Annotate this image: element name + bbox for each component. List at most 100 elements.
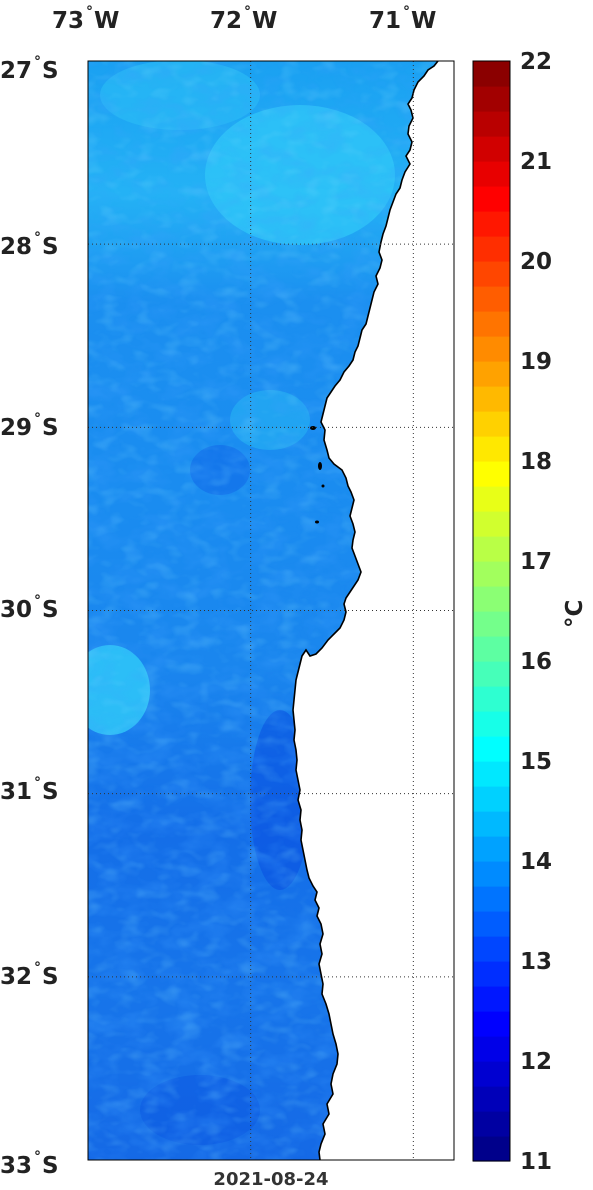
colorbar-level: [473, 1086, 510, 1112]
colorbar-tick-16: 16: [520, 649, 553, 675]
colorbar-level: [473, 61, 510, 87]
lon-value: 73: [52, 8, 85, 34]
colorbar-tick-21: 21: [520, 149, 553, 175]
colorbar-level: [473, 761, 510, 787]
lat-label-30s: 30 °S: [0, 593, 59, 623]
degree-symbol: °: [34, 230, 42, 246]
colorbar-level: [473, 611, 510, 637]
lat-hemisphere: S: [42, 964, 59, 990]
lat-value: 27: [0, 58, 33, 84]
colorbar-level: [473, 1061, 510, 1087]
colorbar-level: [473, 1011, 510, 1037]
colorbar-level: [473, 511, 510, 537]
colorbar-level: [473, 461, 510, 487]
lon-label-71w: 71 °W: [369, 4, 436, 34]
degree-symbol: °: [34, 593, 42, 609]
lat-hemisphere: S: [42, 58, 59, 84]
colorbar-level: [473, 811, 510, 837]
degree-symbol: °: [34, 1149, 42, 1165]
colorbar-level: [473, 586, 510, 612]
colorbar-level: [473, 411, 510, 437]
colorbar-level: [473, 711, 510, 737]
colorbar-level: [473, 636, 510, 662]
date-label: 2021-08-24: [213, 1169, 329, 1190]
lat-value: 29: [0, 415, 33, 441]
colorbar-tick-12: 12: [520, 1049, 553, 1075]
degree-symbol: °: [86, 4, 94, 20]
colorbar-level: [473, 161, 510, 187]
islands: [310, 426, 325, 524]
colorbar-level: [473, 961, 510, 987]
lat-value: 30: [0, 597, 33, 623]
map-frame: [87, 60, 455, 1161]
lat-hemisphere: S: [42, 1153, 59, 1179]
lon-label-73w: 73 °W: [52, 4, 119, 34]
lat-hemisphere: S: [42, 597, 59, 623]
colorbar-level: [473, 986, 510, 1012]
degree-symbol: °: [34, 54, 42, 70]
colorbar-level: [473, 261, 510, 287]
lon-label-72w: 72 °W: [210, 4, 277, 34]
colorbar-level: [473, 436, 510, 462]
colorbar-level: [473, 686, 510, 712]
colorbar-tick-20: 20: [520, 249, 553, 275]
colorbar-level: [473, 211, 510, 237]
colorbar-level: [473, 136, 510, 162]
colorbar-level: [473, 661, 510, 687]
colorbar: [473, 61, 510, 1162]
colorbar-level: [473, 561, 510, 587]
lat-value: 28: [0, 234, 33, 260]
degree-symbol: °: [34, 411, 42, 427]
colorbar-tick-18: 18: [520, 449, 553, 475]
colorbar-tick-22: 22: [520, 49, 553, 75]
colorbar-tick-19: 19: [520, 349, 553, 375]
colorbar-level: [473, 361, 510, 387]
colorbar-level: [473, 286, 510, 312]
lon-hemisphere: W: [411, 8, 437, 34]
lat-label-33s: 33 °S: [0, 1149, 59, 1179]
colorbar-level: [473, 111, 510, 137]
colorbar-level: [473, 386, 510, 412]
degree-symbol: °: [34, 960, 42, 976]
colorbar-frame: [472, 60, 511, 1162]
degree-symbol: °: [244, 4, 252, 20]
coastline: [292, 60, 439, 1161]
colorbar-level: [473, 911, 510, 937]
colorbar-tick-11: 11: [520, 1149, 553, 1175]
colorbar-level: [473, 736, 510, 762]
colorbar-level: [473, 936, 510, 962]
colorbar-tick-13: 13: [520, 949, 553, 975]
colorbar-level: [473, 861, 510, 887]
colorbar-level: [473, 486, 510, 512]
lon-hemisphere: W: [252, 8, 278, 34]
lat-label-27s: 27 °S: [0, 54, 59, 84]
lat-value: 33: [0, 1153, 33, 1179]
lat-label-29s: 29 °S: [0, 411, 59, 441]
lat-label-32s: 32 °S: [0, 960, 59, 990]
colorbar-tick-17: 17: [520, 549, 553, 575]
lon-hemisphere: W: [94, 8, 120, 34]
lat-label-28s: 28 °S: [0, 230, 59, 260]
lat-label-31s: 31 °S: [0, 775, 59, 805]
colorbar-level: [473, 1136, 510, 1162]
colorbar-level: [473, 786, 510, 812]
colorbar-level: [473, 236, 510, 262]
lat-hemisphere: S: [42, 234, 59, 260]
colorbar-level: [473, 86, 510, 112]
lat-hemisphere: S: [42, 415, 59, 441]
lat-value: 32: [0, 964, 33, 990]
lat-hemisphere: S: [42, 779, 59, 805]
lon-value: 71: [369, 8, 402, 34]
colorbar-unit-label: °C: [562, 599, 588, 628]
colorbar-tick-14: 14: [520, 849, 553, 875]
colorbar-level: [473, 886, 510, 912]
colorbar-level: [473, 336, 510, 362]
colorbar-tick-15: 15: [520, 749, 553, 775]
colorbar-level: [473, 1036, 510, 1062]
colorbar-level: [473, 836, 510, 862]
colorbar-level: [473, 1111, 510, 1137]
colorbar-level: [473, 186, 510, 212]
colorbar-level: [473, 536, 510, 562]
lon-value: 72: [210, 8, 243, 34]
